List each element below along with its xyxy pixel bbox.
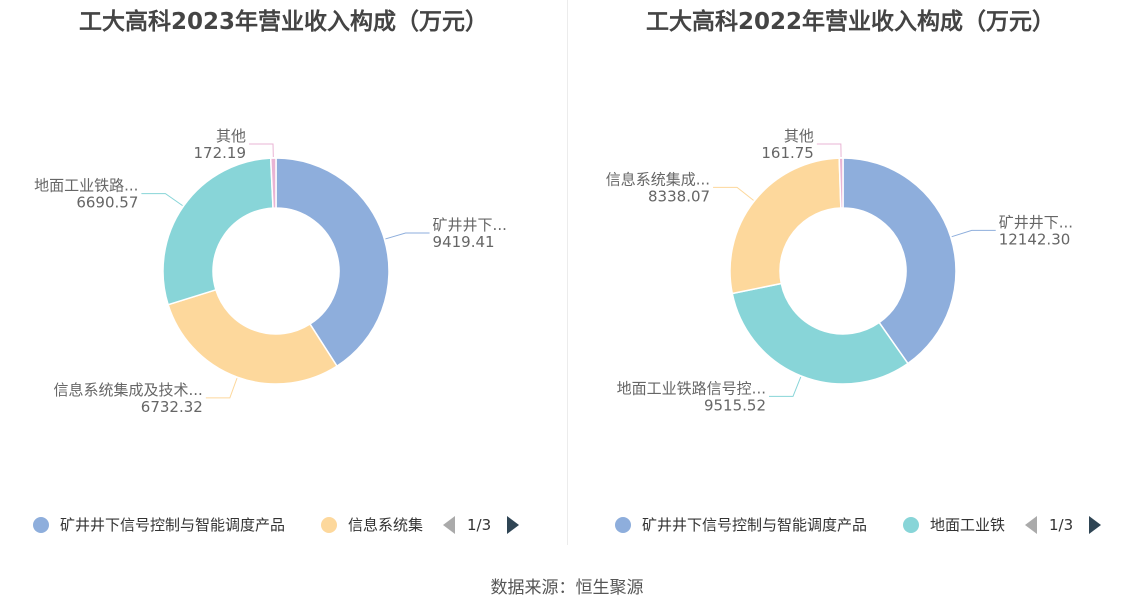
leader-line — [141, 193, 183, 207]
chart-panel-2023: 工大高科2023年营业收入构成（万元） 矿井井下... 9419.41 信息系统集成… — [0, 0, 567, 550]
legend-dot-icon — [33, 517, 49, 533]
legend-dot-icon — [615, 517, 631, 533]
legend-label: 矿井井下信号控制与智能调度产品 — [642, 516, 868, 534]
panel-divider — [567, 0, 568, 545]
legend-label: 矿井井下信号控制与智能调度产品 — [60, 516, 286, 534]
slice-label: 地面工业铁路... — [34, 177, 138, 195]
slice-value-label: 161.75 — [761, 144, 814, 162]
pie-slice[interactable] — [269, 157, 277, 209]
legend-next-page-icon[interactable] — [507, 516, 519, 534]
slice-label: 地面工业铁路信号控... — [617, 379, 766, 397]
leader-line — [768, 376, 802, 397]
slice-value-label: 6690.57 — [76, 194, 138, 212]
legend-page-number: 1/3 — [1049, 516, 1074, 534]
chart-title: 工大高科2023年营业收入构成（万元） — [78, 9, 488, 35]
data-source: 数据来源：恒生聚源 — [490, 578, 644, 598]
leader-line — [713, 186, 754, 201]
slice-label: 矿井井下... — [999, 213, 1073, 231]
pie-slice[interactable] — [842, 157, 957, 365]
slice-value-label: 172.19 — [194, 144, 247, 162]
slice-value-label: 9515.52 — [704, 396, 766, 414]
leader-line — [249, 143, 274, 158]
slice-value-label: 12142.30 — [999, 230, 1071, 248]
legend-page-number: 1/3 — [467, 516, 492, 534]
donut-chart-2022: 矿井井下...12142.30 地面工业铁路信号控...9515.52 信息系统集成… — [606, 127, 1073, 414]
legend: 矿井井下信号控制与智能调度产品 信息系统集 1/3 — [33, 513, 533, 537]
legend-prev-page-icon[interactable] — [443, 516, 455, 534]
pie-slice[interactable] — [838, 157, 844, 209]
chart-panel-2022: 工大高科2022年营业收入构成（万元） 矿井井下... 12142.30 地面工业铁… — [567, 0, 1134, 550]
slice-label: 信息系统集成... — [606, 170, 710, 188]
slice-label: 矿井井下... — [433, 216, 507, 234]
legend-pager: 1/3 — [443, 513, 533, 537]
leader-line — [951, 229, 996, 238]
pie-slice[interactable] — [275, 157, 390, 368]
legend-label: 地面工业铁 — [930, 516, 1006, 534]
slice-label: 信息系统集成及技术... — [54, 381, 203, 399]
pie-slice[interactable] — [729, 157, 842, 295]
legend-label: 信息系统集 — [348, 516, 424, 534]
chart-title: 工大高科2022年营业收入构成（万元） — [645, 9, 1055, 35]
legend-next-page-icon[interactable] — [1089, 516, 1101, 534]
pie-slice[interactable] — [167, 288, 339, 385]
donut-chart-2023: 矿井井下...9419.41 信息系统集成及技术...6732.32 地面工业铁路.… — [34, 127, 507, 416]
legend-prev-page-icon[interactable] — [1025, 516, 1037, 534]
legend-dot-icon — [321, 517, 337, 533]
slice-label: 其他 — [784, 127, 814, 145]
slice-value-label: 8338.07 — [648, 187, 710, 205]
legend-dot-icon — [903, 517, 919, 533]
legend-pager: 1/3 — [1025, 513, 1115, 537]
pie-slice[interactable] — [162, 157, 274, 306]
pie-slice[interactable] — [731, 282, 909, 385]
leader-line — [385, 232, 430, 240]
slice-value-label: 6732.32 — [141, 398, 203, 416]
leader-line — [205, 377, 238, 399]
leader-line — [816, 143, 842, 158]
slice-value-label: 9419.41 — [433, 233, 495, 251]
legend: 矿井井下信号控制与智能调度产品 地面工业铁 1/3 — [615, 513, 1115, 537]
slice-label: 其他 — [216, 127, 246, 145]
